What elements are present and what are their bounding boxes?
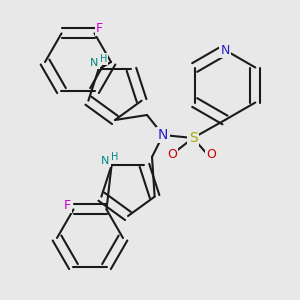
Text: N: N <box>220 44 230 56</box>
Text: N: N <box>158 128 168 142</box>
Text: F: F <box>64 199 71 212</box>
Text: O: O <box>206 148 216 161</box>
Text: O: O <box>167 148 177 160</box>
Text: H: H <box>111 152 118 162</box>
Text: H: H <box>100 54 107 64</box>
Text: F: F <box>96 22 103 35</box>
Text: N: N <box>90 58 99 68</box>
Text: S: S <box>189 131 197 145</box>
Text: N: N <box>101 156 110 166</box>
